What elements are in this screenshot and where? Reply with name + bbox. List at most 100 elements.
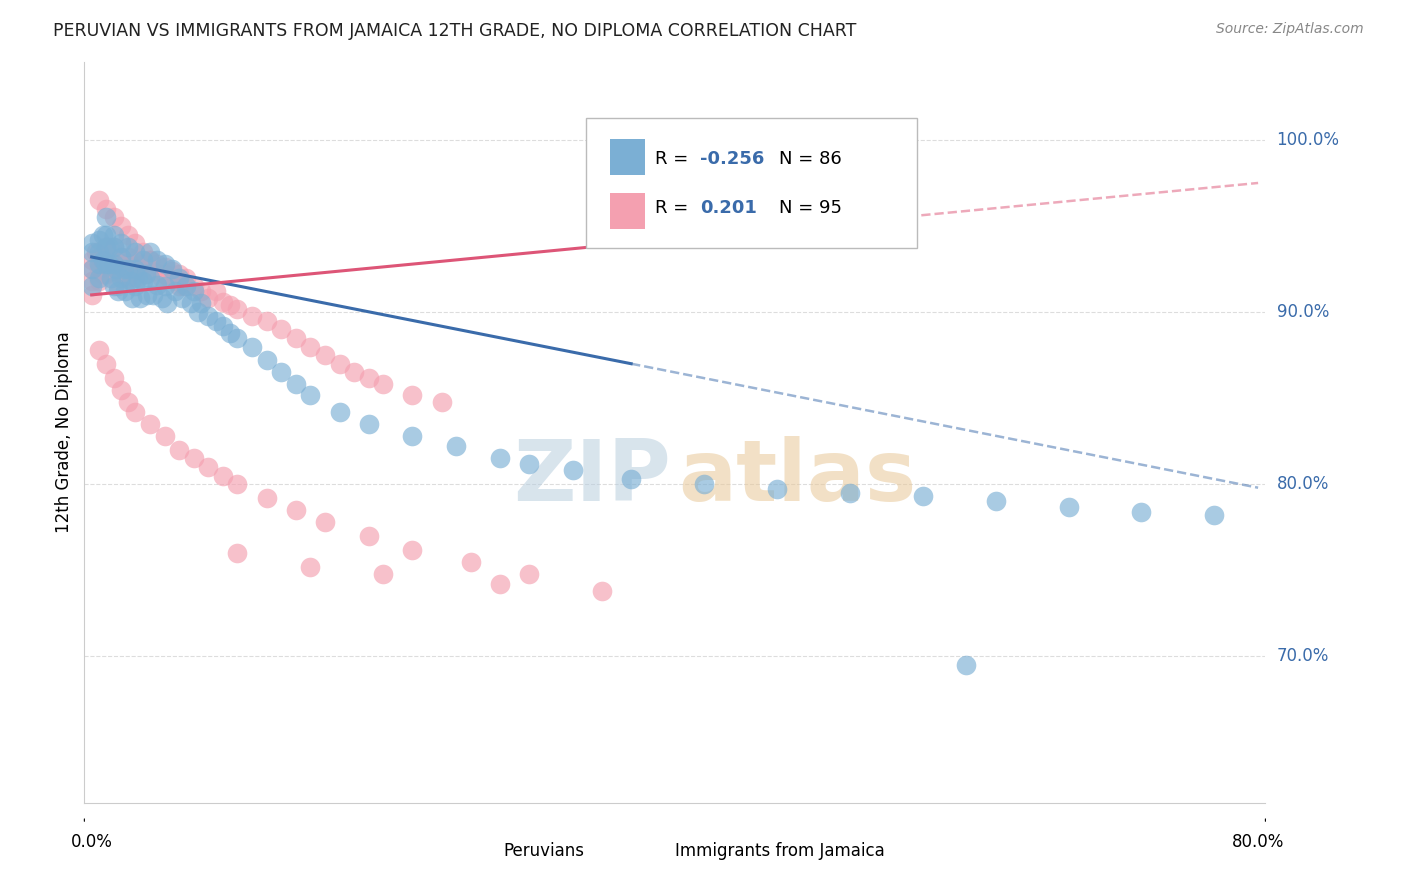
Point [117, 250, 139, 264]
Point [112, 257, 135, 271]
Point [212, 468, 235, 483]
Point [197, 291, 219, 305]
Point [160, 262, 183, 277]
Point [190, 285, 212, 299]
Bar [610, 193, 645, 228]
Point [105, 262, 128, 277]
Point [167, 279, 190, 293]
Point [100, 264, 122, 278]
Point [112, 262, 135, 277]
Point [124, 405, 146, 419]
Point [103, 240, 125, 254]
Point [226, 546, 249, 560]
Point [256, 314, 278, 328]
Point [90, 253, 112, 268]
Text: 80.0%: 80.0% [1232, 833, 1284, 851]
Point [103, 240, 125, 254]
Point [121, 291, 143, 305]
Point [343, 365, 366, 379]
Text: 0.201: 0.201 [700, 199, 756, 217]
Point [91, 267, 114, 281]
Text: N = 86: N = 86 [779, 150, 842, 168]
Point [561, 463, 583, 477]
Point [135, 267, 157, 281]
Point [165, 274, 187, 288]
Point [96, 240, 118, 254]
Point [128, 291, 150, 305]
Point [96, 202, 118, 216]
Point [270, 365, 292, 379]
Text: Immigrants from Jamaica: Immigrants from Jamaica [675, 842, 884, 860]
Point [110, 236, 132, 251]
Point [80, 279, 103, 293]
Point [430, 394, 453, 409]
Point [299, 388, 322, 402]
Point [117, 262, 139, 277]
Point [180, 296, 202, 310]
Bar [634, 839, 666, 863]
Point [103, 257, 125, 271]
Point [135, 267, 157, 281]
Point [110, 267, 132, 281]
Point [489, 451, 512, 466]
Point [117, 227, 139, 242]
Point [444, 439, 467, 453]
Point [110, 383, 132, 397]
Point [173, 279, 195, 293]
Point [314, 348, 336, 362]
Point [127, 262, 149, 277]
Point [131, 253, 153, 268]
Point [142, 288, 165, 302]
Point [240, 309, 263, 323]
Point [357, 370, 380, 384]
Point [139, 253, 162, 268]
Point [401, 429, 423, 443]
Point [91, 253, 114, 268]
Point [120, 257, 142, 271]
Point [766, 483, 789, 497]
Point [96, 240, 118, 254]
Point [401, 542, 423, 557]
Point [110, 270, 132, 285]
Point [96, 267, 118, 281]
Point [357, 417, 380, 431]
Point [139, 244, 162, 259]
Point [96, 257, 118, 271]
Point [80, 274, 103, 288]
Text: R =: R = [655, 199, 693, 217]
Point [328, 405, 350, 419]
Point [176, 270, 198, 285]
Point [124, 279, 146, 293]
Point [591, 584, 613, 599]
Point [153, 279, 176, 293]
Point [153, 429, 176, 443]
Point [167, 270, 190, 285]
Point [103, 257, 125, 271]
Point [103, 279, 125, 293]
Point [80, 253, 103, 268]
Point [87, 193, 110, 207]
Point [212, 294, 235, 309]
Point [107, 285, 129, 299]
Point [284, 331, 307, 345]
Point [150, 270, 173, 285]
Bar [610, 139, 645, 175]
Text: Peruvians: Peruvians [503, 842, 585, 860]
Point [146, 257, 169, 271]
Point [131, 244, 153, 259]
Point [110, 219, 132, 233]
Point [160, 264, 183, 278]
Text: ZIP: ZIP [513, 435, 671, 518]
Text: 0.0%: 0.0% [70, 833, 112, 851]
Point [139, 417, 162, 431]
Point [183, 285, 205, 299]
Point [838, 486, 860, 500]
Point [103, 227, 125, 242]
Point [153, 267, 176, 281]
Point [517, 566, 540, 581]
Point [127, 270, 149, 285]
Point [170, 291, 193, 305]
Point [299, 560, 322, 574]
Point [357, 529, 380, 543]
Point [517, 457, 540, 471]
